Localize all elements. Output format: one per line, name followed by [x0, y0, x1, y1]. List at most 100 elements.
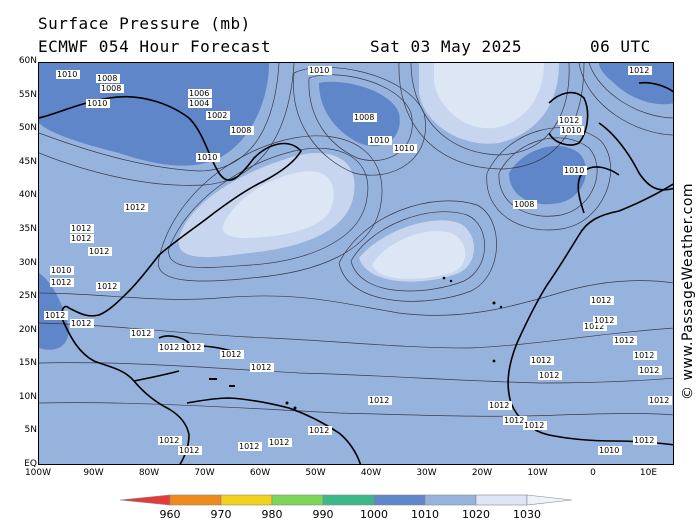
- isobar-value-label: 1010: [56, 70, 80, 79]
- colorbar-segment: [526, 494, 573, 506]
- low-pressure-area-iberia: [509, 145, 587, 205]
- isobar-value-text: 1012: [71, 224, 91, 233]
- isobar-value-label: 1012: [503, 416, 527, 425]
- colorbar-label: 1010: [411, 508, 439, 521]
- isobar-value-label: 1012: [130, 329, 154, 338]
- isobar-value-label: 1012: [220, 350, 244, 359]
- isobar-value-text: 1008: [101, 84, 121, 93]
- isobar-value-text: 1010: [309, 66, 329, 75]
- isobar-value-text: 1012: [181, 343, 201, 352]
- isobar-value-label: 1010: [196, 153, 220, 162]
- isobar-value-text: 1010: [57, 70, 77, 79]
- isobar-value-label: 1012: [250, 363, 274, 372]
- lon-label: 0: [590, 468, 596, 478]
- isobar-value-text: 1012: [239, 442, 259, 451]
- isobar-value-text: 1012: [89, 247, 109, 256]
- colorbar-label: 970: [210, 508, 232, 521]
- isobar-value-text: 1008: [231, 126, 251, 135]
- isobar-value-text: 1012: [159, 343, 179, 352]
- isobar-value-text: 1012: [269, 438, 289, 447]
- isobar-value-label: 1008: [353, 113, 377, 122]
- lon-label: 100W: [24, 468, 52, 478]
- colorbar-label: 980: [261, 508, 283, 521]
- isobar-value-text: 1012: [531, 356, 551, 365]
- lat-label: 5N: [24, 425, 37, 436]
- isobar-value-label: 1012: [538, 371, 562, 380]
- colorbar-segment: [424, 494, 477, 506]
- high-pressure-core-west: [222, 171, 334, 238]
- lon-label: 70W: [194, 468, 215, 478]
- lat-label: EQ: [24, 459, 37, 469]
- isobar-value-text: 1012: [594, 316, 614, 325]
- colorbar-label: 1000: [360, 508, 388, 521]
- isobar-value-label: 1012: [158, 436, 182, 445]
- isobar-value-text: 1012: [614, 336, 634, 345]
- colorbar-label: 960: [159, 508, 181, 521]
- isobar-value-label: 1012: [530, 356, 554, 365]
- lon-label: 30W: [416, 468, 437, 478]
- isobar-value-label: 1008: [230, 126, 254, 135]
- lon-label: 50W: [305, 468, 326, 478]
- isobar-value-text: 1012: [125, 203, 145, 212]
- islands: [209, 276, 503, 410]
- isobar-value-text: 1010: [394, 144, 414, 153]
- isobar-value-label: 1012: [178, 446, 202, 455]
- isobar-value-label: 1012: [308, 426, 332, 435]
- colorbar-label: 990: [312, 508, 334, 521]
- isobar-value-label: 1012: [70, 319, 94, 328]
- lat-label: 40N: [18, 190, 37, 201]
- isobar-value-label: 1012: [44, 311, 68, 320]
- isobar-value-text: 1012: [634, 351, 654, 360]
- isobar-value-label: 1006: [188, 89, 212, 98]
- isobar-value-label: 1012: [638, 366, 662, 375]
- isobar-value-label: 1012: [628, 66, 652, 75]
- isobar-value-text: 1012: [71, 319, 91, 328]
- isobar-value-text: 1008: [354, 113, 374, 122]
- isobar-value-label: 1012: [88, 247, 112, 256]
- isobar-value-label: 1012: [488, 401, 512, 410]
- isobar-value-label: 1010: [308, 66, 332, 75]
- isobar-value-text: 1006: [189, 89, 209, 98]
- isobar-value-label: 1012: [180, 343, 204, 352]
- isobar-value-text: 1010: [87, 99, 107, 108]
- isobar-value-label: 1012: [590, 296, 614, 305]
- isobar-value-label: 1012: [368, 396, 392, 405]
- isobar-value-text: 1012: [251, 363, 271, 372]
- site-watermark: © www.PassageWeather.com: [680, 182, 696, 400]
- high-pressure-core-north: [434, 63, 544, 129]
- lat-label: 55N: [18, 89, 37, 100]
- lat-label: 10N: [18, 391, 37, 402]
- isobar-value-text: 1012: [634, 436, 654, 445]
- isobar-value-label: 1012: [124, 203, 148, 212]
- isobar-value-label: 1012: [648, 396, 672, 405]
- isobar-value-text: 1012: [45, 311, 65, 320]
- isobar-value-label: 1012: [158, 343, 182, 352]
- isobar-value-label: 1008: [513, 200, 537, 209]
- isobar-value-text: 1012: [179, 446, 199, 455]
- isobar-value-text: 1012: [629, 66, 649, 75]
- lon-label: 90W: [83, 468, 104, 478]
- low-pressure-area-canada: [39, 63, 269, 166]
- isobar-value-text: 1012: [504, 416, 524, 425]
- colorbar-segment: [169, 494, 222, 506]
- lon-label: 80W: [138, 468, 160, 478]
- isobar-value-label: 1012: [523, 421, 547, 430]
- isobar-value-label: 1012: [70, 224, 94, 233]
- colorbar-label: 1020: [462, 508, 490, 521]
- isobar-value-label: 1002: [206, 111, 230, 120]
- forecast-time: 06 UTC: [590, 37, 651, 56]
- lat-label: 15N: [18, 358, 37, 369]
- forecast-date: Sat 03 May 2025: [370, 37, 522, 56]
- lat-label: 50N: [18, 123, 37, 134]
- isobar-value-text: 1010: [51, 266, 71, 275]
- lat-label: 45N: [18, 156, 37, 167]
- colorbar-segment: [220, 494, 273, 506]
- isobar-value-text: 1010: [564, 166, 584, 175]
- isobar-value-label: 1008: [100, 84, 124, 93]
- isobar-value-label: 1010: [563, 166, 587, 175]
- lat-label: 60N: [18, 56, 37, 66]
- isobar-value-text: 1004: [189, 99, 209, 108]
- isobar-value-text: 1012: [559, 116, 579, 125]
- isobar-value-text: 1012: [489, 401, 509, 410]
- isobar-value-text: 1008: [97, 74, 117, 83]
